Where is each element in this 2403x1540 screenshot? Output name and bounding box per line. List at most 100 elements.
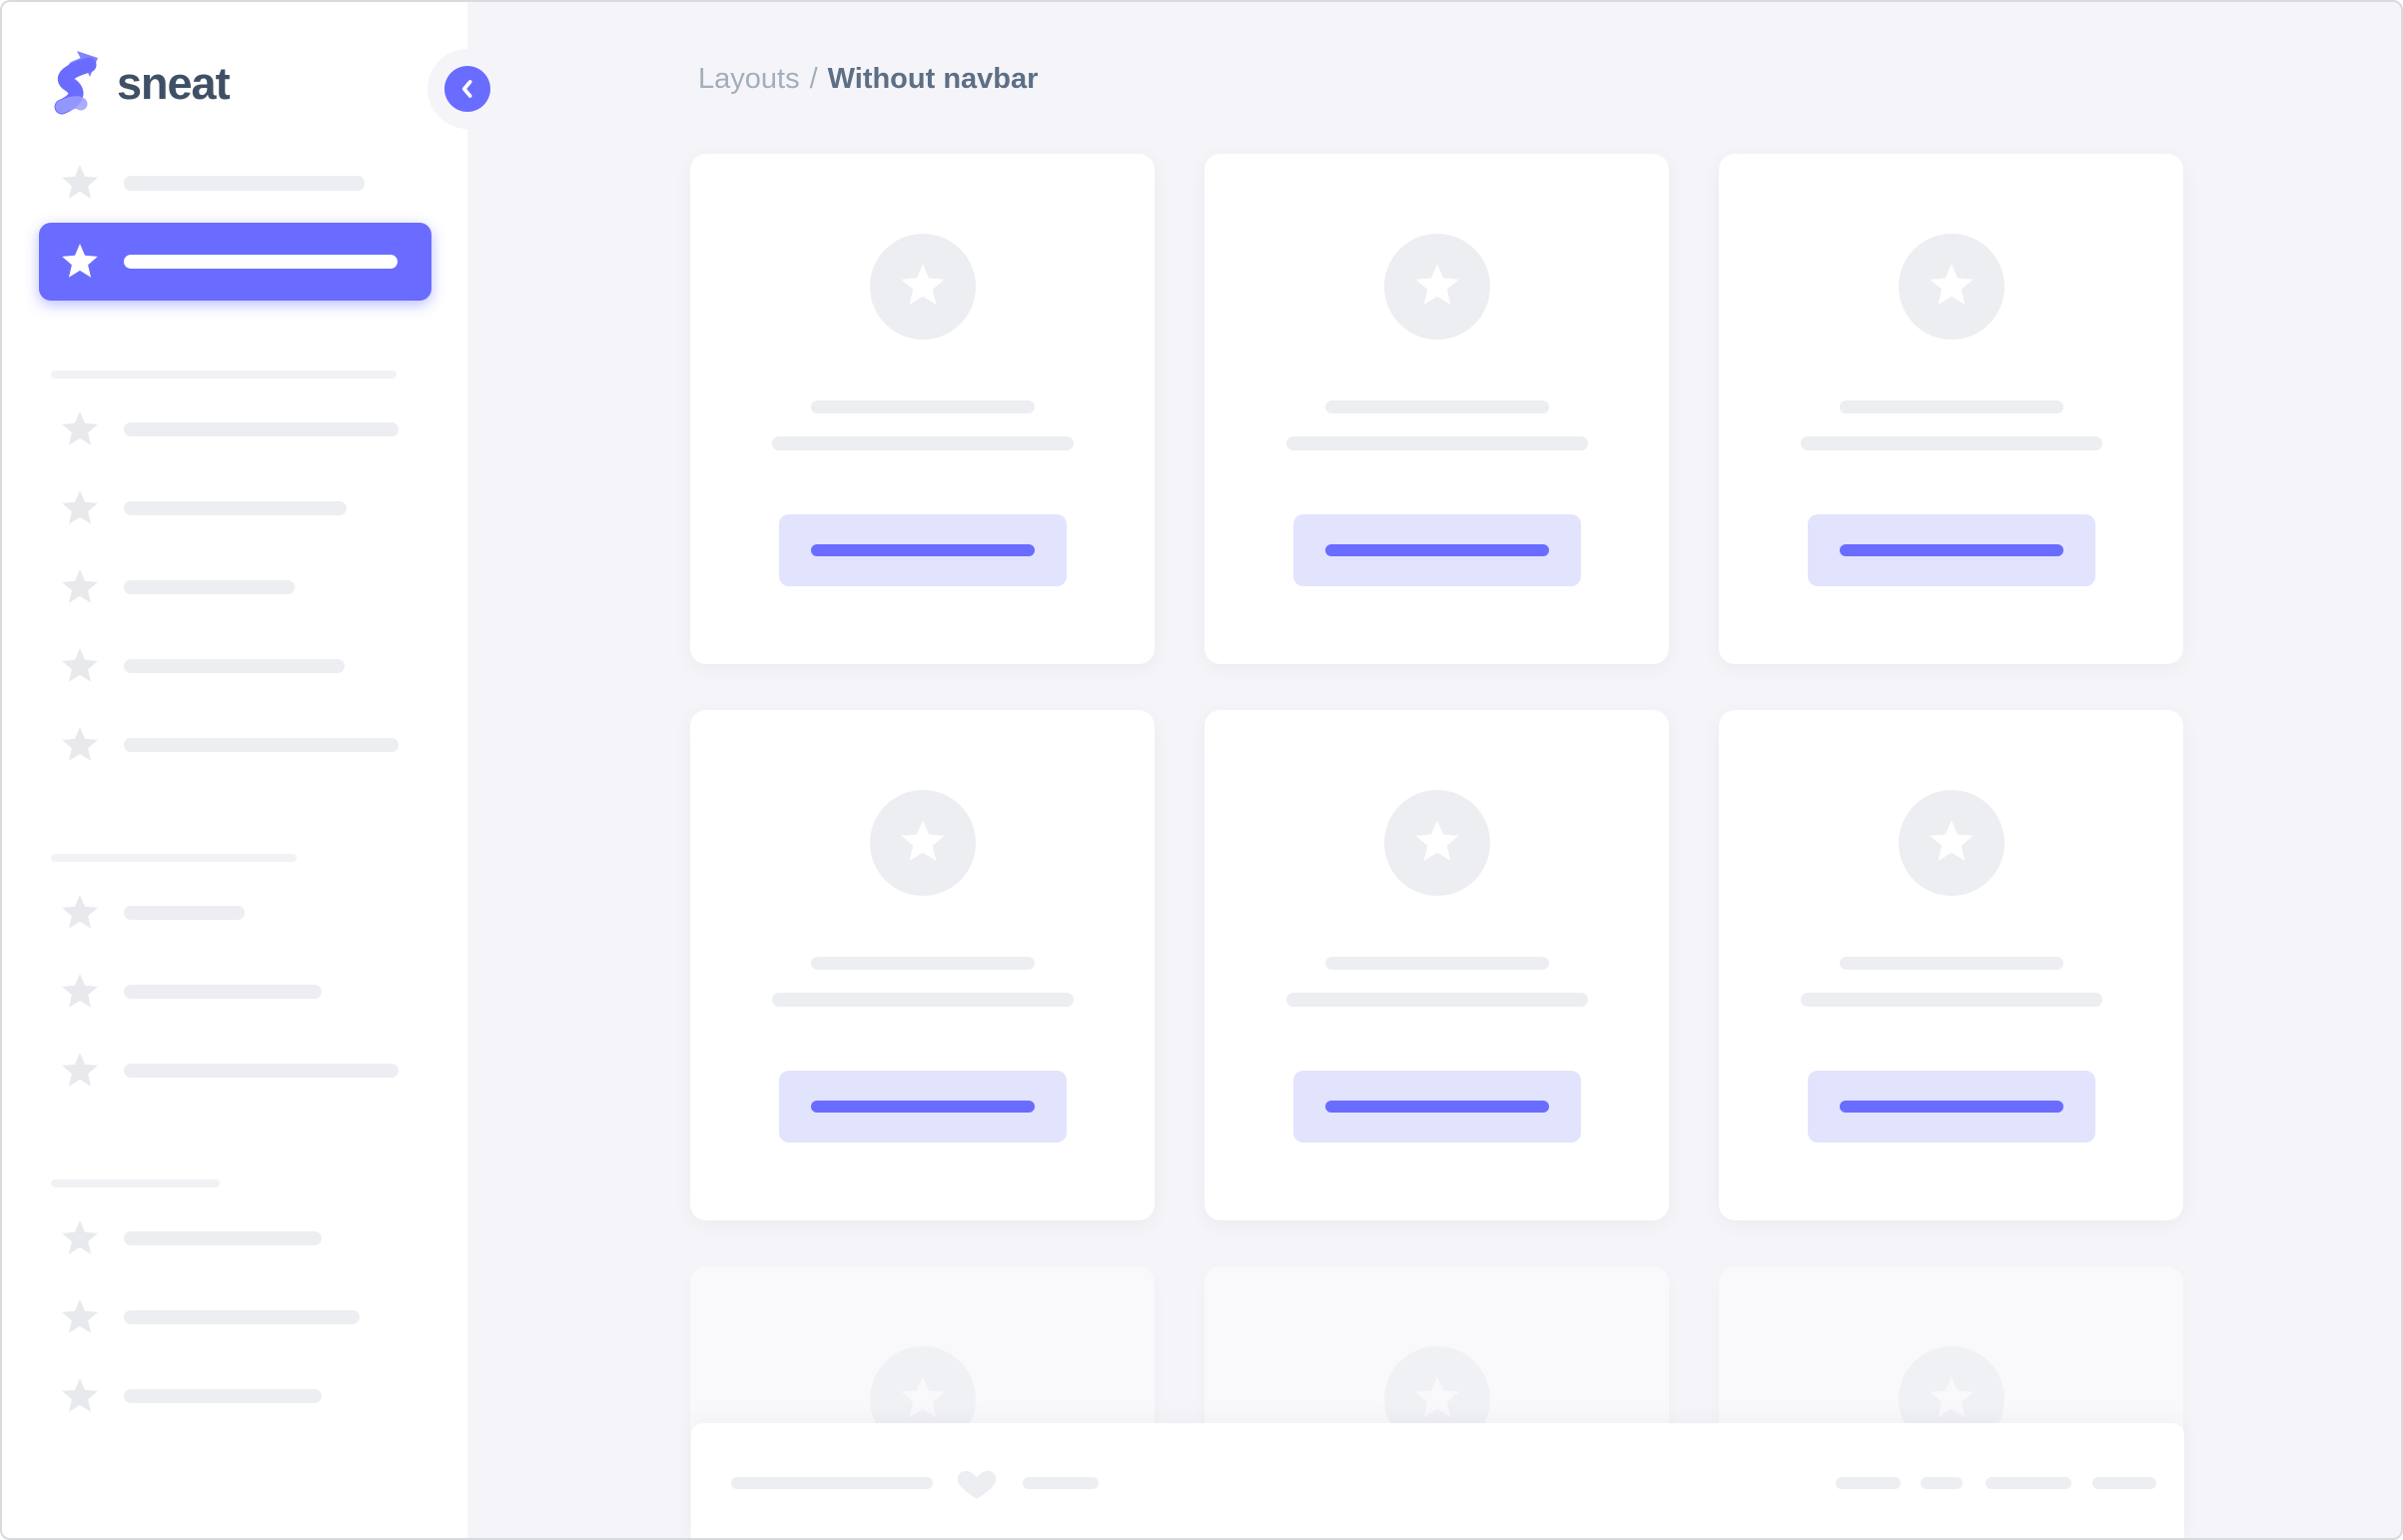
star-icon [62,489,98,524]
star-icon [62,894,98,929]
placeholder-card [1719,154,2183,664]
skeleton-section-bar [51,371,397,379]
placeholder-card [690,154,1155,664]
skeleton-text-bar [771,993,1074,1007]
skeleton-bar [124,1230,322,1245]
card-button[interactable] [1292,1071,1581,1143]
skeleton-bar [124,1063,399,1078]
footer [691,1423,2184,1538]
skeleton-bar [124,1309,360,1324]
avatar-circle [1383,234,1490,340]
skeleton-bar [1986,1476,2071,1489]
button-label-bar [1839,1101,2063,1113]
breadcrumb: Layouts / Without navbar [698,61,1038,97]
avatar-circle [1383,790,1490,896]
star-icon [1414,1376,1459,1418]
sidebar-item[interactable] [2,705,467,784]
star-icon [1414,820,1459,862]
skeleton-title-bar [1839,400,2063,413]
star-icon [62,243,98,278]
avatar-circle [1898,234,2004,340]
star-icon [62,1052,98,1087]
sidebar-item-active[interactable] [39,223,431,301]
card-button[interactable] [778,514,1067,586]
brand-logo[interactable]: sneat [49,48,231,120]
star-icon [1929,820,1974,862]
breadcrumb-section[interactable]: Layouts [698,63,800,95]
breadcrumb-separator: / [809,63,818,95]
skeleton-bar [124,500,347,515]
skeleton-title-bar [1839,957,2063,970]
card-button[interactable] [1292,514,1581,586]
skeleton-text-bar [1285,436,1588,450]
star-icon [62,568,98,603]
sidebar-item[interactable] [2,1277,467,1356]
placeholder-card [1204,154,1669,664]
star-icon [1929,264,1974,306]
star-icon [62,410,98,445]
skeleton-section-bar [51,854,297,862]
star-icon [1929,1376,1974,1418]
card-button[interactable] [1807,1071,2095,1143]
skeleton-bar [124,1388,322,1403]
button-label-bar [810,544,1035,556]
button-label-bar [1324,1101,1549,1113]
sidebar-item[interactable] [2,1356,467,1435]
card-button[interactable] [778,1071,1067,1143]
skeleton-title-bar [810,957,1035,970]
heart-icon[interactable] [957,1465,997,1500]
skeleton-bar [124,421,399,436]
skeleton-bar [1921,1476,1963,1489]
brand-text: sneat [117,58,231,109]
star-icon [62,164,98,199]
placeholder-card [1204,710,1669,1220]
card-row [690,154,2183,664]
skeleton-bar [124,579,295,594]
sidebar-item[interactable] [2,468,467,547]
sidebar-item[interactable] [2,626,467,705]
skeleton-bar [2092,1476,2156,1489]
skeleton-bar [124,737,399,752]
star-icon [62,647,98,682]
skeleton-bar [124,255,398,269]
sidebar-item[interactable] [2,547,467,626]
sidebar-menu [2,2,467,1435]
skeleton-text-bar [1800,993,2102,1007]
star-icon [62,1298,98,1333]
skeleton-text-bar [1800,436,2102,450]
star-icon [1414,264,1459,306]
sidebar-collapse-button[interactable] [444,66,490,112]
skeleton-text-bar [771,436,1074,450]
star-icon [900,820,945,862]
skeleton-title-bar [1324,400,1549,413]
sidebar-item[interactable] [2,952,467,1031]
menu-section-header [51,854,467,862]
star-icon [62,726,98,761]
star-icon [62,1219,98,1254]
card-button[interactable] [1807,514,2095,586]
menu-section-header [51,371,467,379]
avatar-circle [869,234,976,340]
chevron-left-icon [461,80,472,98]
sidebar-item[interactable] [2,873,467,952]
button-label-bar [1839,544,2063,556]
star-icon [900,1376,945,1418]
button-label-bar [1324,544,1549,556]
card-grid [690,154,2183,1538]
content-area: Layouts / Without navbar [467,2,2401,1538]
skeleton-bar [124,175,365,191]
sidebar-item[interactable] [2,389,467,468]
sidebar-item[interactable] [2,1198,467,1277]
star-icon [900,264,945,306]
sidebar-item[interactable] [2,145,467,221]
skeleton-bar [124,984,322,999]
card-row [690,710,2183,1220]
skeleton-section-bar [51,1179,220,1187]
breadcrumb-current: Without navbar [827,63,1039,95]
skeleton-text-bar [1285,993,1588,1007]
skeleton-bar [1836,1476,1901,1489]
skeleton-bar [731,1476,933,1489]
sneat-logo-icon [54,51,98,115]
star-icon [62,1377,98,1412]
sidebar-item[interactable] [2,1031,467,1110]
